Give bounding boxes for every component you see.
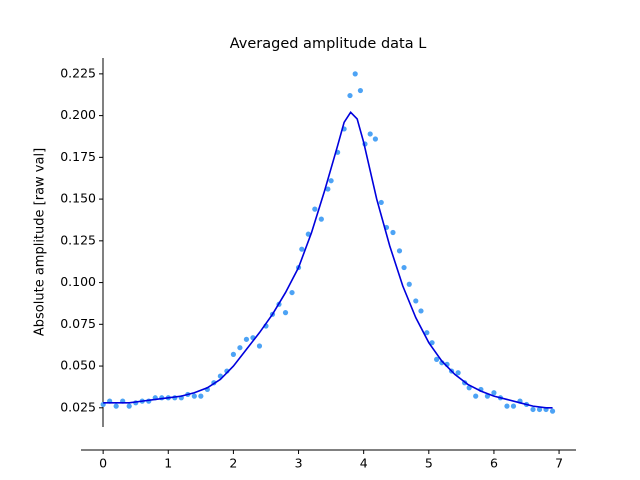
data-point [198, 393, 204, 399]
data-point [396, 248, 403, 254]
data-point [455, 370, 461, 376]
y-tick-label: 0.050 [60, 358, 96, 373]
data-point [429, 340, 435, 346]
data-point [491, 390, 497, 396]
y-axis-label: Absolute amplitude [raw val] [33, 148, 48, 336]
data-point [390, 229, 396, 236]
data-point [510, 403, 517, 409]
y-tick-label: 0.150 [60, 191, 96, 206]
data-point [424, 330, 430, 336]
data-point [299, 246, 305, 252]
x-tick-label: 0 [99, 456, 107, 471]
data-point [367, 131, 373, 137]
data-point [325, 186, 331, 192]
x-tick-label: 3 [295, 456, 303, 471]
data-point [237, 345, 243, 351]
x-tick-label: 1 [164, 456, 172, 471]
x-tick-label: 7 [555, 456, 563, 471]
data-point [230, 351, 237, 357]
data-point [289, 289, 295, 296]
data-point [357, 87, 364, 94]
data-point [401, 264, 407, 271]
y-tick-label: 0.175 [60, 149, 96, 164]
data-point [312, 206, 318, 212]
y-tick-label: 0.025 [60, 399, 96, 414]
data-point [191, 393, 197, 399]
data-point [549, 408, 556, 414]
data-point [418, 308, 424, 314]
data-point [256, 343, 263, 349]
fit-line [103, 110, 553, 409]
data-point [113, 403, 119, 409]
data-point [372, 136, 378, 142]
data-point [434, 356, 440, 362]
data-point [473, 393, 479, 399]
data-point [243, 336, 250, 342]
data-point [536, 406, 543, 413]
data-point [282, 310, 289, 316]
data-point [328, 178, 334, 184]
x-tick-label: 6 [490, 456, 498, 471]
data-point [504, 403, 510, 409]
data-point [352, 71, 358, 77]
data-point [318, 216, 324, 222]
data-point [406, 281, 412, 287]
y-tick-label: 0.200 [60, 107, 96, 122]
data-point [347, 92, 353, 99]
y-tick-label: 0.075 [60, 316, 96, 331]
data-point [530, 406, 536, 413]
data-point [378, 199, 384, 206]
x-tick-label: 4 [360, 456, 368, 471]
x-tick-label: 2 [229, 456, 237, 471]
x-tick-label: 5 [425, 456, 433, 471]
y-tick-label: 0.100 [60, 274, 96, 289]
data-point [413, 298, 419, 304]
y-tick-label: 0.125 [60, 232, 96, 247]
y-tick-label: 0.225 [60, 65, 96, 80]
data-point [305, 231, 311, 237]
data-point [126, 403, 132, 409]
chart-title: Averaged amplitude data L [230, 36, 427, 52]
